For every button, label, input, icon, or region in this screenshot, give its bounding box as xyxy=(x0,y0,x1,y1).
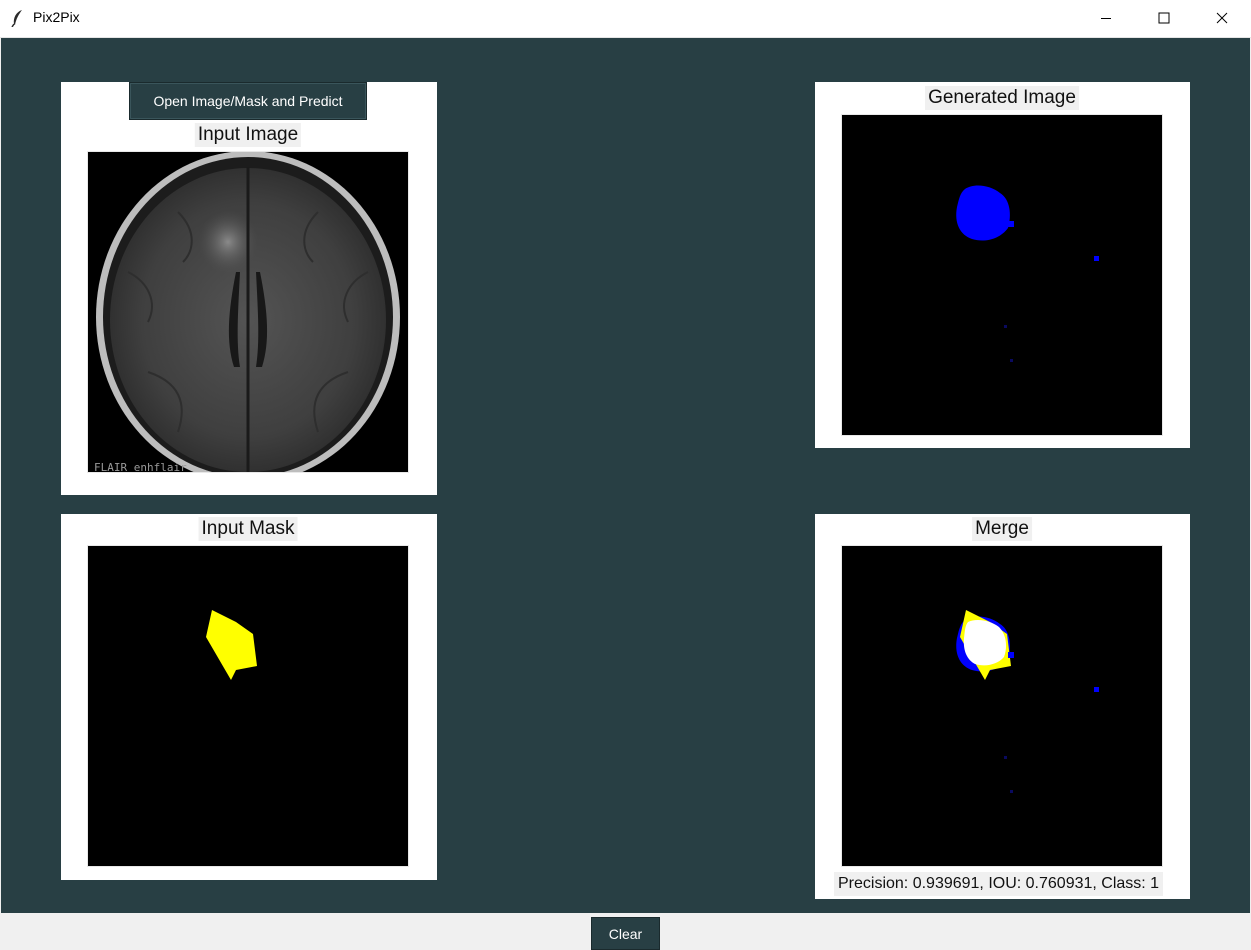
minimize-button[interactable] xyxy=(1077,0,1135,36)
input-mask-image xyxy=(87,545,409,867)
merge-image xyxy=(841,545,1163,867)
generated-image-label: Generated Image xyxy=(925,86,1079,110)
minimize-icon xyxy=(1101,18,1111,19)
clear-button[interactable]: Clear xyxy=(591,917,660,950)
title-bar: Pix2Pix xyxy=(0,0,1251,38)
close-icon xyxy=(1216,12,1228,24)
open-image-mask-predict-button[interactable]: Open Image/Mask and Predict xyxy=(129,82,367,120)
merge-label: Merge xyxy=(972,517,1032,541)
input-image: FLAIR enhflair xyxy=(87,151,409,473)
generated-image xyxy=(841,114,1163,436)
maximize-icon xyxy=(1158,12,1170,24)
maximize-button[interactable] xyxy=(1135,0,1193,36)
input-mask-label: Input Mask xyxy=(198,517,298,541)
feather-icon xyxy=(10,9,26,28)
window-title: Pix2Pix xyxy=(33,9,80,25)
input-image-label: Input Image xyxy=(194,123,302,147)
metrics-text: Precision: 0.939691, IOU: 0.760931, Clas… xyxy=(834,872,1164,896)
close-button[interactable] xyxy=(1193,0,1251,36)
image-overlay-text: FLAIR enhflair xyxy=(94,461,187,472)
